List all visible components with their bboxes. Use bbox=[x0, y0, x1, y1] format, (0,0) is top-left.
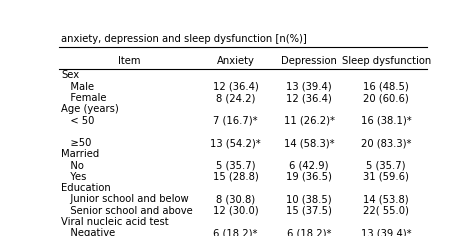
Text: 15 (37.5): 15 (37.5) bbox=[286, 206, 332, 216]
Text: 13 (39.4)*: 13 (39.4)* bbox=[361, 228, 411, 236]
Text: 5 (35.7): 5 (35.7) bbox=[366, 161, 406, 171]
Text: 11 (26.2)*: 11 (26.2)* bbox=[283, 116, 335, 126]
Text: Sleep dysfunction: Sleep dysfunction bbox=[342, 56, 431, 66]
Text: 13 (39.4): 13 (39.4) bbox=[286, 82, 332, 92]
Text: 12 (30.0): 12 (30.0) bbox=[213, 206, 258, 216]
Text: 6 (18.2)*: 6 (18.2)* bbox=[287, 228, 331, 236]
Text: Anxiety: Anxiety bbox=[217, 56, 255, 66]
Text: 22( 55.0): 22( 55.0) bbox=[363, 206, 409, 216]
Text: Negative: Negative bbox=[61, 228, 115, 236]
Text: Senior school and above: Senior school and above bbox=[61, 206, 193, 216]
Text: 8 (24.2): 8 (24.2) bbox=[216, 93, 255, 103]
Text: 12 (36.4): 12 (36.4) bbox=[286, 93, 332, 103]
Text: anxiety, depression and sleep dysfunction [n(%)]: anxiety, depression and sleep dysfunctio… bbox=[61, 34, 307, 44]
Text: 5 (35.7): 5 (35.7) bbox=[216, 161, 255, 171]
Text: 20 (60.6): 20 (60.6) bbox=[363, 93, 409, 103]
Text: 16 (48.5): 16 (48.5) bbox=[363, 82, 409, 92]
Text: Depression: Depression bbox=[281, 56, 337, 66]
Text: Married: Married bbox=[61, 149, 100, 159]
Text: 19 (36.5): 19 (36.5) bbox=[286, 172, 332, 182]
Text: 6 (42.9): 6 (42.9) bbox=[289, 161, 329, 171]
Text: Viral nucleic acid test: Viral nucleic acid test bbox=[61, 217, 169, 227]
Text: 13 (54.2)*: 13 (54.2)* bbox=[210, 138, 261, 148]
Text: Education: Education bbox=[61, 183, 111, 193]
Text: ≥50: ≥50 bbox=[61, 138, 91, 148]
Text: 15 (28.8): 15 (28.8) bbox=[213, 172, 258, 182]
Text: 8 (30.8): 8 (30.8) bbox=[216, 194, 255, 204]
Text: 14 (53.8): 14 (53.8) bbox=[364, 194, 409, 204]
Text: Age (years): Age (years) bbox=[61, 104, 119, 114]
Text: 6 (18.2)*: 6 (18.2)* bbox=[213, 228, 258, 236]
Text: Sex: Sex bbox=[61, 71, 79, 80]
Text: No: No bbox=[61, 161, 84, 171]
Text: < 50: < 50 bbox=[61, 116, 94, 126]
Text: 12 (36.4): 12 (36.4) bbox=[213, 82, 258, 92]
Text: Yes: Yes bbox=[61, 172, 86, 182]
Text: 10 (38.5): 10 (38.5) bbox=[286, 194, 332, 204]
Text: 20 (83.3)*: 20 (83.3)* bbox=[361, 138, 411, 148]
Text: 7 (16.7)*: 7 (16.7)* bbox=[213, 116, 258, 126]
Text: 14 (58.3)*: 14 (58.3)* bbox=[284, 138, 334, 148]
Text: Male: Male bbox=[61, 82, 94, 92]
Text: 16 (38.1)*: 16 (38.1)* bbox=[361, 116, 411, 126]
Text: Item: Item bbox=[118, 56, 140, 66]
Text: Female: Female bbox=[61, 93, 107, 103]
Text: Junior school and below: Junior school and below bbox=[61, 194, 189, 204]
Text: 31 (59.6): 31 (59.6) bbox=[363, 172, 409, 182]
